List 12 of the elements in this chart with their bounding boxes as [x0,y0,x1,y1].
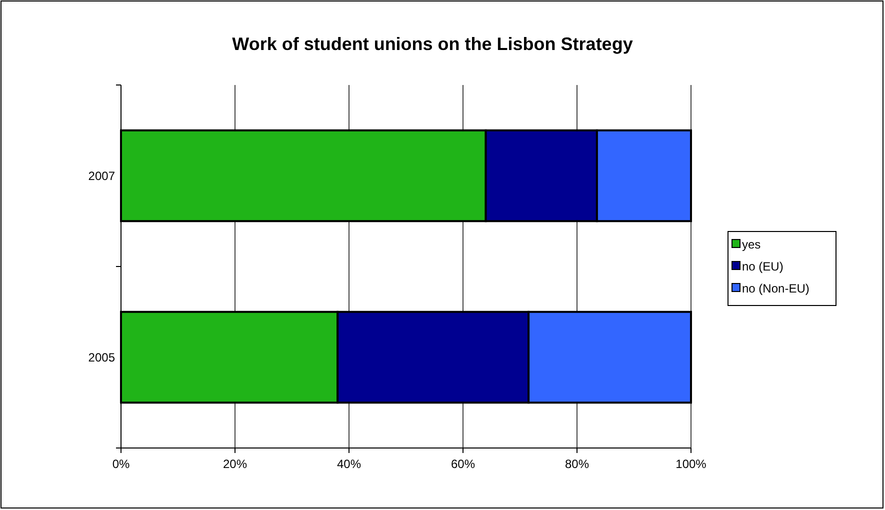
legend-label: no (Non-EU) [742,282,810,296]
x-tick-label: 60% [450,457,476,471]
legend-label: no (EU) [742,260,784,274]
x-tick-label: 100% [676,457,707,471]
x-tick-label: 40% [336,457,362,471]
y-tick-label: 2005 [88,350,116,364]
y-tick-label: 2007 [88,168,116,183]
x-tick-label: 80% [564,457,590,471]
x-tick-label: 20% [222,457,248,471]
legend-label: yes [742,238,761,252]
x-tick-label: 0% [112,457,130,471]
chart-title: Work of student unions on the Lisbon Strategy [232,34,633,54]
